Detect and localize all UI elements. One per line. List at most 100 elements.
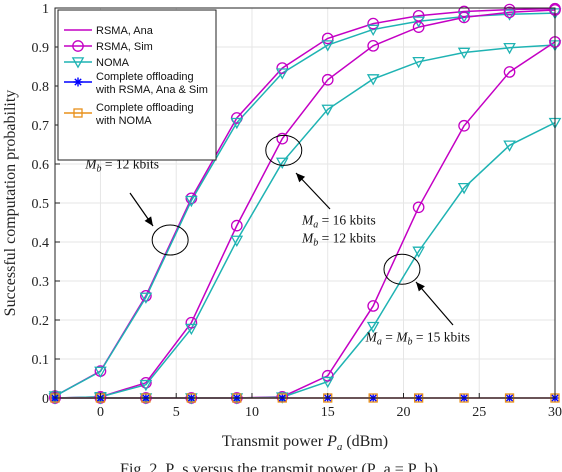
marker-circle xyxy=(140,289,152,302)
marker-circle xyxy=(72,40,84,52)
marker-circle xyxy=(367,300,380,312)
y-tick-label: 0.3 xyxy=(32,275,50,290)
marker-circle xyxy=(140,376,152,389)
x-tick-label: 0 xyxy=(97,405,104,420)
legend-item: RSMA, Sim xyxy=(64,40,153,53)
legend-label: RSMA, Ana xyxy=(96,25,154,37)
arrow-head xyxy=(296,173,306,183)
y-tick-label: 0.4 xyxy=(32,236,50,251)
legend-box xyxy=(57,9,217,161)
marker-circle xyxy=(367,39,380,52)
marker-triangle xyxy=(457,47,471,59)
x-tick-label: 25 xyxy=(472,405,486,420)
marker-circle xyxy=(458,119,470,132)
y-axis-label: Successful computation probability xyxy=(2,90,19,317)
marker-triangle xyxy=(139,379,153,392)
series-line-rsma xyxy=(54,9,556,399)
y-tick-label: 0.9 xyxy=(32,41,50,56)
legend-label: with RSMA, Ana & Sim xyxy=(95,84,208,96)
marker-triangle xyxy=(321,40,335,52)
marker-triangle xyxy=(366,74,380,86)
marker-circle xyxy=(321,73,334,86)
marker-circle xyxy=(276,62,289,74)
y-tick-label: 0.7 xyxy=(32,119,50,134)
marker-circle xyxy=(458,11,470,24)
marker-triangle xyxy=(230,117,244,130)
y-tick-label: 0.5 xyxy=(32,197,50,212)
legend-label: Complete offloading xyxy=(96,71,194,83)
legend-item: NOMA xyxy=(64,57,130,69)
marker-triangle xyxy=(321,376,335,389)
y-tick-label: 0.8 xyxy=(32,80,50,95)
marker-circle xyxy=(503,6,516,19)
y-tick-label: 0.1 xyxy=(32,353,50,368)
marker-circle xyxy=(230,219,243,232)
marker-triangle xyxy=(94,366,107,379)
marker-triangle xyxy=(457,182,471,195)
y-tick-label: 0.2 xyxy=(32,314,50,329)
x-axis: 0 5 10 15 20 25 30 xyxy=(97,393,562,420)
x-tick-label: 5 xyxy=(173,405,180,420)
x-tick-label: 20 xyxy=(396,405,410,420)
y-tick-label: 0 xyxy=(42,392,49,407)
y-tick-label: 0.6 xyxy=(32,158,50,173)
marker-circle xyxy=(458,5,470,18)
x-axis-label: Transmit power Pa (dBm) xyxy=(222,433,388,453)
marker-triangle xyxy=(321,104,335,116)
marker-circle xyxy=(503,66,516,78)
legend-label: NOMA xyxy=(96,57,130,69)
marker-triangle xyxy=(503,140,516,152)
marker-triangle xyxy=(230,235,244,247)
marker-square xyxy=(73,108,83,118)
marker-circle xyxy=(412,201,425,214)
series-line-noma xyxy=(54,44,556,399)
marker-circle xyxy=(321,369,334,382)
figure-caption: Fig. 2. P_s versus the transmit power (P… xyxy=(120,461,442,472)
marker-triangle xyxy=(366,321,380,334)
legend-item: RSMA, Ana xyxy=(64,25,154,37)
annotation-arrow xyxy=(415,281,454,326)
annotation-label: Ma = Mb = 15 kbits xyxy=(365,329,470,347)
marker-circle xyxy=(367,17,380,30)
marker-circle xyxy=(185,316,198,329)
marker-triangle xyxy=(139,292,153,304)
marker-triangle xyxy=(185,195,198,208)
marker-triangle xyxy=(503,42,516,55)
annotation-ellipse xyxy=(383,253,421,285)
legend-label: with NOMA xyxy=(95,115,152,127)
annotation-ellipse xyxy=(265,134,303,166)
y-axis: 0 0.1 0.2 0.3 0.4 0.5 0.6 0.7 0.8 0.9 1 xyxy=(32,2,60,407)
marker-circle xyxy=(412,21,425,33)
marker-triangle xyxy=(503,9,516,21)
legend: RSMA, Ana RSMA, Sim NOMA Complete offloadin… xyxy=(57,9,217,161)
marker-circle xyxy=(321,32,334,45)
marker-triangle xyxy=(275,68,289,80)
marker-circle xyxy=(185,192,198,205)
legend-label: RSMA, Sim xyxy=(96,41,153,53)
marker-asterisk xyxy=(73,77,83,87)
x-tick-label: 15 xyxy=(321,405,335,420)
x-tick-label: 10 xyxy=(245,405,259,420)
x-tick-label: 30 xyxy=(548,405,562,420)
marker-circle xyxy=(412,9,425,22)
annotation-ellipse xyxy=(151,224,189,256)
annotation-label: Mb = 12 kbits xyxy=(301,230,376,248)
marker-triangle xyxy=(275,157,289,169)
marker-triangle xyxy=(412,16,425,28)
marker-triangle xyxy=(412,57,425,69)
marker-circle xyxy=(276,132,289,145)
marker-triangle xyxy=(366,24,380,36)
marker-triangle xyxy=(71,57,85,69)
y-tick-label: 1 xyxy=(42,2,49,17)
arrow-head xyxy=(416,282,425,292)
caption-text: Fig. 2. P_s versus the transmit power (P… xyxy=(120,461,442,472)
marker-triangle xyxy=(185,323,198,336)
legend-label: Complete offloading xyxy=(96,102,194,114)
arrow-head xyxy=(144,216,153,226)
annotation-label: Ma = 16 kbits xyxy=(301,212,376,230)
marker-triangle xyxy=(412,246,425,258)
